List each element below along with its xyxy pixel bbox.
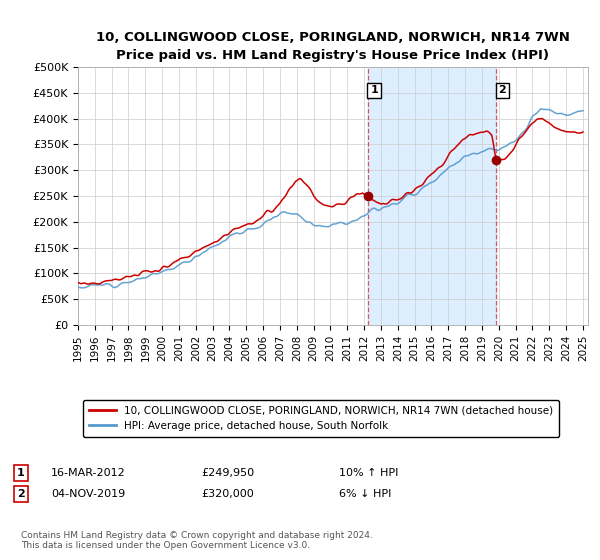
Text: 2: 2 <box>499 85 506 95</box>
Text: Contains HM Land Registry data © Crown copyright and database right 2024.
This d: Contains HM Land Registry data © Crown c… <box>21 531 373 550</box>
Text: £249,950: £249,950 <box>201 468 254 478</box>
Title: 10, COLLINGWOOD CLOSE, PORINGLAND, NORWICH, NR14 7WN
Price paid vs. HM Land Regi: 10, COLLINGWOOD CLOSE, PORINGLAND, NORWI… <box>96 31 570 62</box>
Text: 16-MAR-2012: 16-MAR-2012 <box>51 468 126 478</box>
Text: 1: 1 <box>17 468 25 478</box>
Text: 1: 1 <box>370 85 378 95</box>
Text: 2: 2 <box>17 489 25 499</box>
Text: 04-NOV-2019: 04-NOV-2019 <box>51 489 125 499</box>
Text: 6% ↓ HPI: 6% ↓ HPI <box>339 489 391 499</box>
Text: £320,000: £320,000 <box>201 489 254 499</box>
Text: 10% ↑ HPI: 10% ↑ HPI <box>339 468 398 478</box>
Legend: 10, COLLINGWOOD CLOSE, PORINGLAND, NORWICH, NR14 7WN (detached house), HPI: Aver: 10, COLLINGWOOD CLOSE, PORINGLAND, NORWI… <box>83 400 559 437</box>
Bar <box>368 67 496 325</box>
